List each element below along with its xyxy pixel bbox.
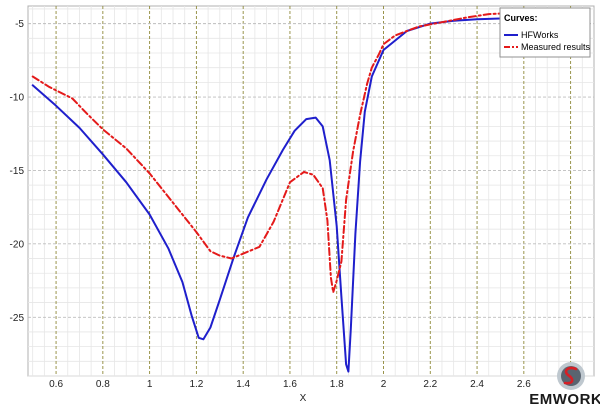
x-tick-label: 2.6 [517, 379, 531, 390]
series-line-hfworks [31, 17, 525, 373]
legend-title: Curves: [504, 13, 538, 23]
x-axis-label: X [300, 393, 307, 404]
grid [28, 6, 594, 377]
y-axis-ticks: -25 -20 -15 -10 -5 [10, 19, 25, 324]
x-tick-label: 2.2 [423, 379, 437, 390]
y-tick-label: -20 [10, 239, 25, 250]
x-tick-label: 1.8 [330, 379, 344, 390]
emworks-logo: EMWORKS [529, 362, 600, 408]
y-tick-label: -15 [10, 166, 25, 177]
x-axis-ticks: 0.60.811.21.41.61.822.22.42.62.8 [49, 379, 578, 390]
x-tick-label: 2 [381, 379, 387, 390]
legend-box [499, 7, 591, 58]
y-tick-label: -25 [10, 313, 25, 324]
legend-label-hfworks: HFWorks [521, 30, 559, 40]
x-tick-label: 1 [147, 379, 153, 390]
x-tick-label: 0.6 [49, 379, 63, 390]
x-tick-label: 1.4 [236, 379, 250, 390]
series-lines [31, 11, 525, 373]
x-tick-label: 1.2 [189, 379, 203, 390]
x-tick-label: 0.8 [96, 379, 110, 390]
logo-text: EMWORKS [529, 391, 600, 408]
y-tick-label: -10 [10, 93, 25, 104]
logo-s-mark [563, 366, 578, 385]
plot-background [27, 5, 595, 377]
y-tick-label: -5 [15, 19, 24, 30]
legend-label-measured: Measured results [521, 42, 591, 52]
legend: Curves: HFWorks Measured results [499, 7, 591, 58]
x-tick-label: 1.6 [283, 379, 297, 390]
x-tick-label: 2.4 [470, 379, 484, 390]
series-line-measured-results [31, 11, 525, 294]
